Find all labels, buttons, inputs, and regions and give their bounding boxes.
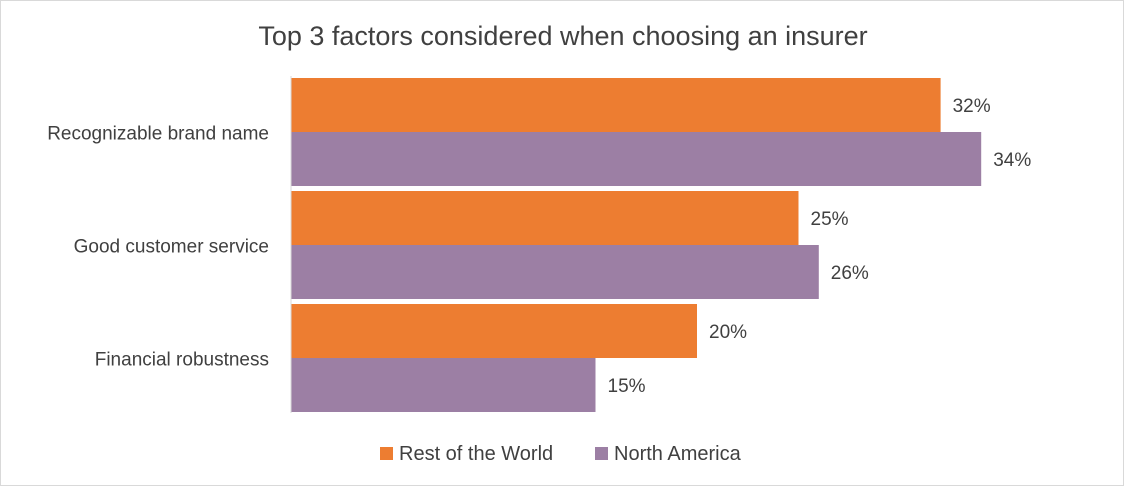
- bar-north-america: [291, 358, 596, 412]
- bar-north-america: [291, 132, 982, 186]
- data-label: 25%: [811, 209, 849, 230]
- category-label: Financial robustness: [95, 350, 269, 371]
- bar-rest-of-world: [291, 304, 697, 358]
- legend: Rest of the World North America: [380, 443, 742, 465]
- data-label: 15%: [608, 376, 646, 397]
- bar-north-america: [291, 245, 819, 299]
- data-label: 32%: [953, 96, 991, 117]
- data-label: 20%: [709, 322, 747, 343]
- legend-label: North America: [614, 443, 742, 465]
- legend-swatch: [595, 447, 608, 460]
- plot-area: Recognizable brand name 32% 34% Good custom…: [47, 76, 1031, 413]
- data-label: 34%: [993, 150, 1031, 171]
- chart-title: Top 3 factors considered when choosing a…: [258, 21, 867, 51]
- legend-swatch: [380, 447, 393, 460]
- category-label: Recognizable brand name: [47, 124, 269, 145]
- data-label: 26%: [831, 263, 869, 284]
- legend-label: Rest of the World: [399, 443, 553, 465]
- bar-rest-of-world: [291, 191, 799, 245]
- category-label: Good customer service: [74, 237, 269, 258]
- bar-rest-of-world: [291, 78, 941, 132]
